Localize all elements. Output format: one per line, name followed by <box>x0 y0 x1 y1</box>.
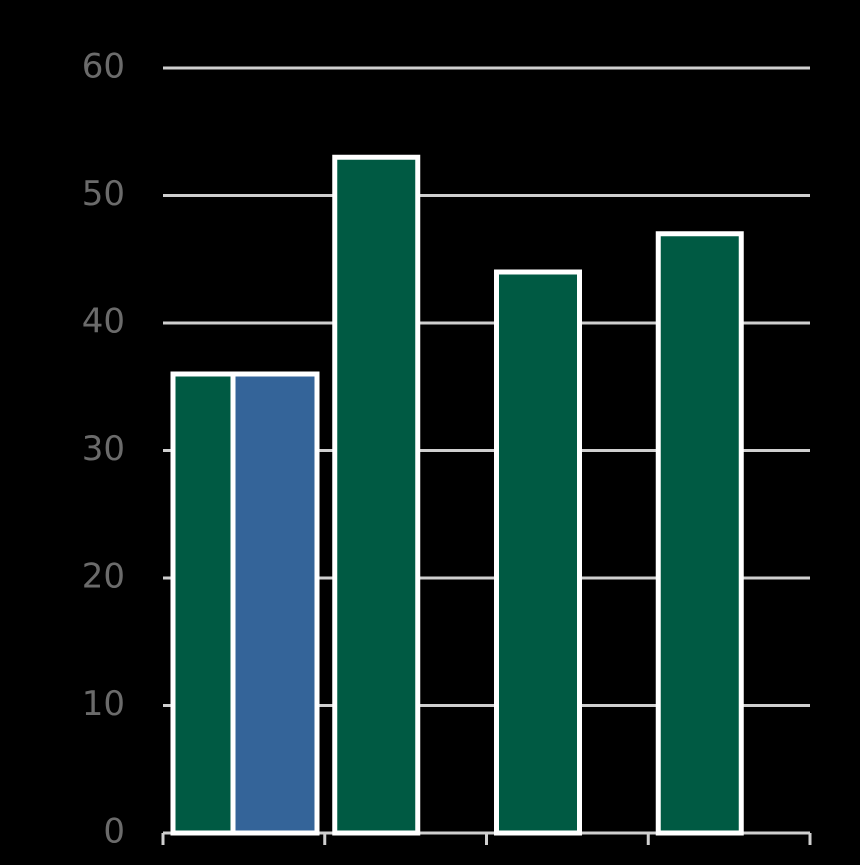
y-tick-label: 60 <box>82 47 125 87</box>
y-tick-label: 40 <box>82 302 125 342</box>
y-tick-label: 0 <box>103 812 125 852</box>
bar <box>230 371 320 836</box>
y-tick-label: 30 <box>82 429 125 469</box>
bar <box>655 231 744 836</box>
y-tick-label: 20 <box>82 557 125 597</box>
y-tick-label: 10 <box>82 684 125 724</box>
y-tick-label: 50 <box>82 174 125 214</box>
bar <box>332 154 421 836</box>
bar <box>494 269 582 836</box>
